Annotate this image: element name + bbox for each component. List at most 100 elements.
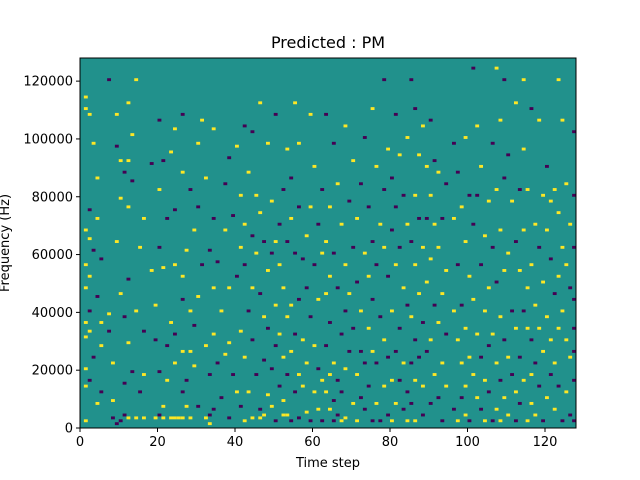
x-tick-label: 60 bbox=[304, 435, 321, 450]
heatmap-cell bbox=[359, 396, 363, 400]
heatmap-cell bbox=[440, 216, 445, 220]
heatmap-cell bbox=[126, 205, 131, 209]
heatmap-cell bbox=[413, 193, 418, 197]
heatmap-cell bbox=[347, 199, 352, 203]
heatmap-cell bbox=[490, 419, 495, 423]
heatmap-cell bbox=[293, 101, 298, 105]
heatmap-cell bbox=[556, 78, 561, 82]
heatmap-cell bbox=[331, 399, 336, 402]
heatmap-cell bbox=[254, 193, 259, 197]
heatmap-cell bbox=[486, 390, 491, 394]
heatmap-cell bbox=[242, 263, 247, 267]
heatmap-cell bbox=[362, 361, 367, 365]
y-tick-label: 80000 bbox=[32, 190, 73, 205]
heatmap-cell bbox=[409, 78, 414, 82]
heatmap-cell bbox=[215, 361, 220, 365]
heatmap-cell bbox=[297, 141, 301, 145]
heatmap-cell bbox=[126, 341, 131, 345]
heatmap-cell bbox=[490, 332, 495, 336]
y-tick-label: 100000 bbox=[23, 132, 73, 147]
heatmap-cell bbox=[343, 416, 348, 420]
heatmap-cell bbox=[173, 361, 177, 365]
heatmap-cell bbox=[289, 216, 294, 220]
heatmap-cell bbox=[297, 373, 301, 376]
heatmap-cell bbox=[502, 338, 507, 342]
heatmap-cell bbox=[83, 384, 88, 388]
heatmap-cell bbox=[242, 124, 247, 128]
heatmap-cell bbox=[281, 413, 286, 417]
heatmap-cell bbox=[564, 338, 569, 342]
heatmap-cell bbox=[142, 416, 146, 420]
heatmap-cell bbox=[370, 240, 375, 243]
heatmap-cell bbox=[386, 355, 391, 359]
heatmap-cell bbox=[262, 358, 267, 362]
heatmap-cell bbox=[165, 344, 170, 348]
heatmap-cell bbox=[452, 216, 456, 220]
heatmap-cell bbox=[300, 257, 305, 261]
heatmap-cell bbox=[169, 321, 174, 324]
heatmap-cell bbox=[405, 136, 410, 139]
heatmap-cell bbox=[149, 269, 154, 272]
heatmap-cell bbox=[444, 182, 449, 186]
heatmap-cell bbox=[273, 112, 278, 116]
heatmap-cell bbox=[324, 112, 329, 116]
heatmap-cell bbox=[215, 260, 220, 264]
heatmap-cell bbox=[529, 107, 534, 111]
heatmap-cell bbox=[517, 269, 522, 272]
heatmap-cell bbox=[227, 341, 232, 345]
heatmap-cell bbox=[188, 309, 193, 313]
heatmap-cell bbox=[339, 332, 344, 336]
heatmap-cell bbox=[324, 390, 329, 394]
heatmap-cell bbox=[529, 401, 534, 405]
heatmap-cell bbox=[401, 361, 406, 365]
heatmap-cell bbox=[463, 384, 468, 388]
heatmap-cell bbox=[328, 407, 332, 411]
heatmap-cell bbox=[262, 413, 267, 417]
heatmap-cell bbox=[118, 292, 123, 296]
heatmap-cell bbox=[242, 355, 247, 359]
heatmap-cell bbox=[382, 188, 387, 191]
heatmap-cell bbox=[192, 323, 197, 327]
heatmap-cell bbox=[471, 297, 476, 301]
heatmap-cell bbox=[266, 393, 270, 397]
heatmap-cell bbox=[242, 222, 247, 226]
heatmap-cell bbox=[149, 162, 154, 165]
heatmap-cell bbox=[180, 112, 185, 116]
heatmap-cell bbox=[463, 326, 468, 330]
heatmap-cell bbox=[386, 413, 391, 417]
heatmap-cell bbox=[130, 370, 135, 374]
heatmap-cell bbox=[521, 228, 526, 232]
heatmap-cell bbox=[370, 349, 375, 353]
heatmap-cell bbox=[83, 367, 88, 371]
heatmap-cell bbox=[312, 344, 317, 348]
heatmap-cell bbox=[153, 338, 158, 342]
heatmap-cell bbox=[87, 274, 92, 278]
heatmap-cell bbox=[320, 188, 325, 191]
heatmap-cell bbox=[289, 419, 294, 423]
heatmap-cell bbox=[122, 381, 127, 385]
heatmap-cell bbox=[200, 118, 205, 122]
heatmap-cell bbox=[339, 222, 344, 226]
heatmap-cell bbox=[374, 361, 379, 365]
heatmap-cell bbox=[572, 297, 577, 301]
y-axis: 0 20000 40000 60000 80000 100000 120000 bbox=[23, 75, 80, 437]
heatmap-cell bbox=[285, 315, 290, 319]
heatmap-cell bbox=[219, 309, 224, 313]
heatmap-cell bbox=[440, 419, 445, 423]
x-tick-label: 40 bbox=[227, 435, 244, 450]
heatmap-cell bbox=[552, 407, 557, 411]
heatmap-cell bbox=[91, 248, 96, 252]
heatmap-cell bbox=[545, 396, 549, 400]
heatmap-cell bbox=[238, 193, 243, 197]
heatmap-cell bbox=[514, 101, 518, 105]
heatmap-cell bbox=[455, 170, 460, 174]
heatmap-cell bbox=[122, 170, 127, 174]
heatmap-cell bbox=[359, 182, 363, 186]
heatmap-cell bbox=[351, 245, 356, 249]
heatmap-cell bbox=[316, 222, 321, 226]
heatmap-cell bbox=[196, 205, 201, 209]
heatmap-cell bbox=[552, 292, 557, 296]
heatmap-cell bbox=[173, 416, 177, 420]
heatmap-cell bbox=[258, 407, 263, 411]
heatmap-cell bbox=[537, 384, 542, 388]
